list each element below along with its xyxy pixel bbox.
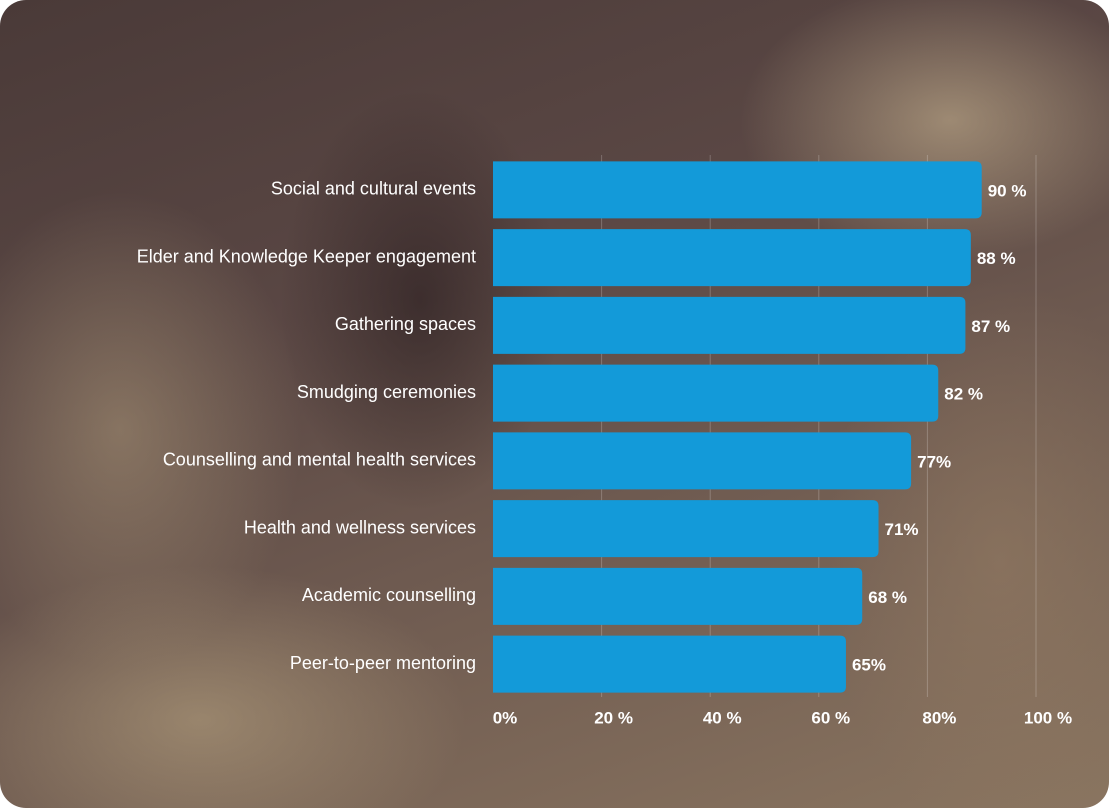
value-label: 71%: [885, 520, 919, 539]
value-label: 65%: [852, 656, 886, 675]
x-tick-label: 40 %: [703, 708, 742, 727]
category-label: Counselling and mental health services: [163, 450, 476, 470]
bar: [493, 229, 971, 287]
category-label: Health and wellness services: [244, 517, 476, 537]
bar: [493, 161, 982, 219]
bar: [493, 500, 879, 558]
bar: [493, 432, 912, 490]
value-label: 88 %: [977, 249, 1016, 268]
category-label: Academic counselling: [302, 585, 476, 605]
category-label: Elder and Knowledge Keeper engagement: [137, 246, 476, 266]
category-label: Peer-to-peer mentoring: [290, 653, 476, 673]
x-tick-label: 80%: [922, 708, 956, 727]
bar: [493, 296, 966, 354]
bar: [493, 364, 939, 422]
bar: [493, 635, 846, 693]
bar: [493, 567, 863, 625]
category-label: Gathering spaces: [335, 314, 476, 334]
value-label: 68 %: [868, 588, 907, 607]
x-tick-label: 100 %: [1024, 708, 1072, 727]
value-label: 82 %: [944, 385, 983, 404]
x-tick-label: 60 %: [811, 708, 850, 727]
x-tick-label: 0%: [493, 708, 518, 727]
value-label: 90 %: [988, 181, 1027, 200]
category-label: Smudging ceremonies: [297, 382, 476, 402]
category-label: Social and cultural events: [271, 179, 476, 199]
x-tick-label: 20 %: [594, 708, 633, 727]
value-label: 77%: [917, 452, 951, 471]
value-label: 87 %: [971, 317, 1010, 336]
